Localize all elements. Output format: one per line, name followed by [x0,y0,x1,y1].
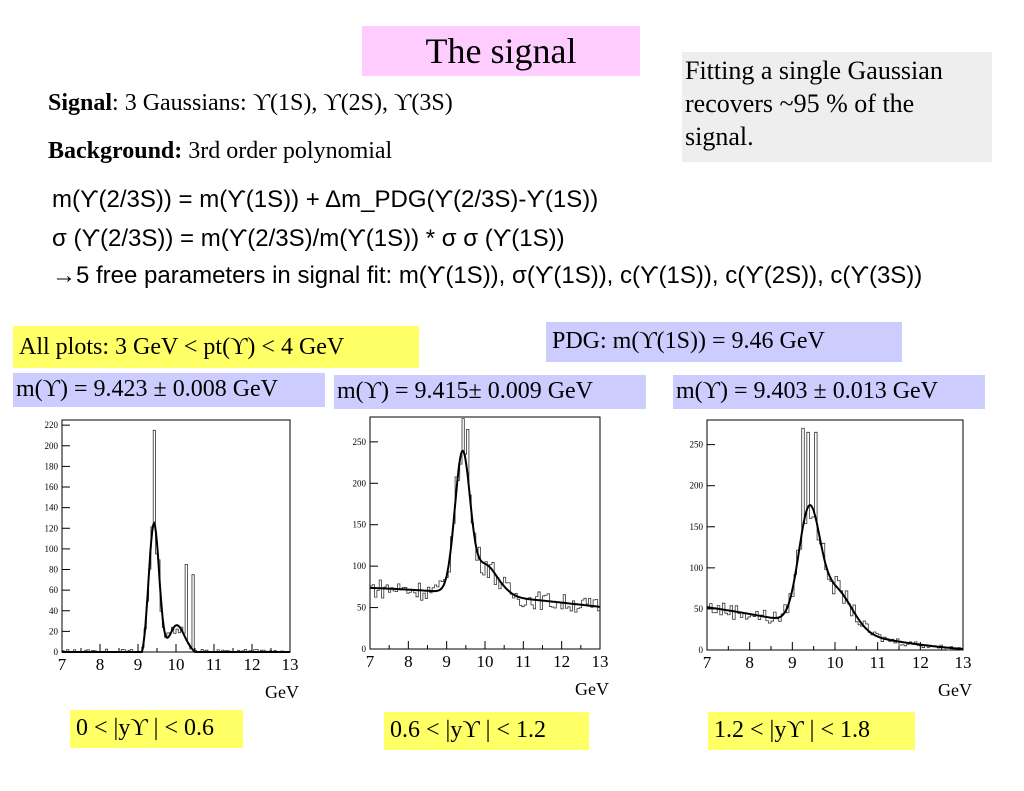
y-tick-label: 200 [353,478,367,488]
x-tick-label: 12 [244,655,261,674]
fit-note: Fitting a single Gaussian recovers ~95 %… [682,52,992,162]
x-axis-label: GeV [575,679,609,699]
formula-3: →5 free parameters in signal fit: m(ϒ(1S… [52,262,923,289]
mass-label-2: m(ϒ) = 9.415± 0.009 GeV [334,375,646,409]
page-title: The signal [362,26,640,76]
x-tick-label: 7 [366,652,375,671]
y-tick-label: 100 [45,544,59,554]
y-tick-label: 100 [353,561,367,571]
x-tick-label: 10 [168,655,185,674]
y-tick-label: 0 [699,645,704,655]
histogram-steps [707,427,963,651]
x-tick-label: 13 [592,652,609,671]
y-tick-label: 250 [690,440,704,450]
x-tick-label: 13 [955,653,972,672]
x-tick-label: 10 [827,653,844,672]
x-tick-label: 12 [553,652,570,671]
x-tick-label: 8 [745,653,754,672]
rapidity-label-2: 0.6 < |yϒ | < 1.2 [384,712,589,750]
x-tick-label: 11 [515,652,531,671]
x-tick-label: 8 [96,655,105,674]
histogram-3: 0 50 100 150 200 250 7 8 9 10 11 12 13 GeV [690,419,972,700]
y-tick-label: 80 [49,565,59,575]
histogram-2: 0 50 100 150 200 250 7 8 9 10 11 12 13 GeV [353,416,609,699]
signal-label: Signal [48,90,113,116]
y-tick-label: 250 [353,437,367,447]
x-tick-label: 8 [404,652,413,671]
mass-label-1: m(ϒ) = 9.423 ± 0.008 GeV [13,373,325,407]
x-tick-label: 7 [703,653,712,672]
y-tick-label: 200 [45,441,59,451]
histogram-1: 0 20 40 60 80 100 120 140 160 180 200 220 7 8 9 10 11 12 1… [45,419,299,702]
plot-frame [369,416,601,650]
pdg-label: PDG: m(ϒ(1S)) = 9.46 GeV [546,322,902,362]
signal-line: Signal: 3 Gaussians: ϒ(1S), ϒ(2S), ϒ(3S) [48,90,453,117]
x-tick-label: 12 [912,653,929,672]
y-tick-label: 140 [45,503,59,513]
y-tick-label: 60 [49,585,59,595]
y-tick-label: 220 [45,420,59,430]
plot-frame [61,419,291,653]
x-axis-label: GeV [938,680,972,700]
x-tick-label: 13 [282,655,299,674]
background-line: Background: 3rd order polynomial [48,138,392,165]
x-tick-label: 7 [58,655,67,674]
y-tick-label: 120 [45,523,59,533]
x-tick-label: 11 [206,655,222,674]
y-tick-label: 180 [45,461,59,471]
x-tick-label: 9 [442,652,451,671]
y-tick-label: 20 [49,626,59,636]
x-tick-label: 9 [134,655,143,674]
signal-text: : 3 Gaussians: ϒ(1S), ϒ(2S), ϒ(3S) [112,90,453,116]
background-text: 3rd order polynomial [182,138,393,164]
fit-curve [706,504,963,650]
x-tick-label: 9 [788,653,797,672]
background-label: Background: [48,138,183,164]
mass-label-3: m(ϒ) = 9.403 ± 0.013 GeV [673,375,985,409]
y-tick-label: 0 [54,647,59,657]
y-tick-label: 40 [49,606,59,616]
histogram-steps [370,418,600,613]
x-tick-label: 11 [869,653,885,672]
x-axis-label: GeV [265,682,299,702]
y-tick-label: 200 [690,481,704,491]
fit-curve [370,449,601,608]
y-tick-label: 100 [690,563,704,573]
formula-1: m(ϒ(2/3S)) = m(ϒ(1S)) + Δm_PDG(ϒ(2/3S)-ϒ… [52,186,599,213]
rapidity-label-3: 1.2 < |yϒ | < 1.8 [708,712,915,750]
x-tick-label: 10 [477,652,494,671]
formula-2: σ (ϒ(2/3S)) = m(ϒ(2/3S)/m(ϒ(1S)) * σ σ (… [52,225,565,252]
fit-curve [62,521,290,653]
y-tick-label: 50 [357,603,367,613]
all-plots-label: All plots: 3 GeV < pt(ϒ) < 4 GeV [13,326,419,368]
y-tick-label: 0 [362,644,367,654]
y-tick-label: 160 [45,482,59,492]
y-tick-label: 150 [690,522,704,532]
y-tick-label: 50 [694,604,704,614]
histogram-steps [62,429,290,653]
rapidity-label-1: 0 < |yϒ | < 0.6 [70,710,243,748]
y-tick-label: 150 [353,520,367,530]
